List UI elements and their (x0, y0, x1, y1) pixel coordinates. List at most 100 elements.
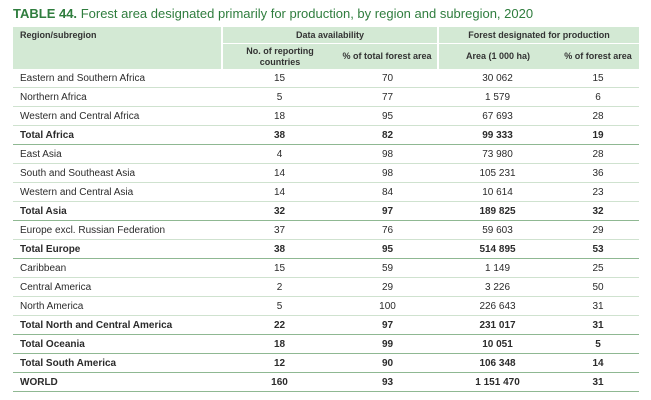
cell-pct-forest-area: 29 (557, 220, 640, 240)
cell-area: 514 895 (438, 239, 558, 259)
cell-pct-forest-area: 31 (557, 315, 640, 335)
table-body: Eastern and Southern Africa 15 70 30 062 15 N… (13, 69, 640, 392)
cell-reporting-countries: 22 (222, 315, 337, 335)
header-data-availability: Data availability (220, 27, 439, 44)
cell-pct-total-forest: 77 (337, 87, 439, 107)
header-reporting-countries: No. of reporting countries (221, 43, 337, 69)
cell-area: 10 051 (438, 334, 558, 354)
cell-pct-total-forest: 76 (337, 220, 439, 240)
cell-pct-total-forest: 97 (337, 201, 439, 221)
header-forest-production: Forest designated for production (437, 27, 640, 44)
cell-name: Total South America (13, 353, 222, 373)
cell-reporting-countries: 38 (222, 125, 337, 145)
cell-pct-forest-area: 5 (557, 334, 640, 354)
cell-name: East Asia (13, 144, 222, 164)
cell-area: 67 693 (438, 106, 558, 126)
cell-pct-forest-area: 28 (557, 106, 640, 126)
cell-reporting-countries: 15 (222, 258, 337, 278)
table-total-row: Total Asia 32 97 189 825 32 (13, 201, 640, 221)
cell-area: 10 614 (438, 182, 558, 202)
cell-name: Central America (13, 277, 222, 297)
table-row: North America 5 100 226 643 31 (13, 296, 640, 316)
cell-reporting-countries: 15 (222, 69, 337, 88)
cell-area: 73 980 (438, 144, 558, 164)
cell-reporting-countries: 14 (222, 163, 337, 183)
cell-name: Total North and Central America (13, 315, 222, 335)
table-row: Western and Central Asia 14 84 10 614 23 (13, 182, 640, 202)
cell-reporting-countries: 37 (222, 220, 337, 240)
cell-pct-total-forest: 59 (337, 258, 439, 278)
cell-pct-total-forest: 95 (337, 106, 439, 126)
table-title: TABLE 44. Forest area designated primari… (13, 5, 639, 27)
table-total-row: Total Oceania 18 99 10 051 5 (13, 334, 640, 354)
cell-pct-forest-area: 19 (557, 125, 640, 145)
cell-pct-total-forest: 82 (337, 125, 439, 145)
cell-reporting-countries: 18 (222, 334, 337, 354)
cell-pct-forest-area: 31 (557, 296, 640, 316)
cell-pct-total-forest: 70 (337, 69, 439, 88)
cell-pct-forest-area: 53 (557, 239, 640, 259)
cell-reporting-countries: 160 (222, 372, 337, 392)
table-header: Region/subregion Data availability Fores… (13, 27, 640, 69)
cell-pct-forest-area: 36 (557, 163, 640, 183)
cell-area: 189 825 (438, 201, 558, 221)
cell-pct-forest-area: 31 (557, 372, 640, 392)
cell-name: Western and Central Asia (13, 182, 222, 202)
table-total-row: Total North and Central America 22 97 231 0… (13, 315, 640, 335)
cell-reporting-countries: 5 (222, 296, 337, 316)
cell-pct-total-forest: 98 (337, 144, 439, 164)
cell-pct-total-forest: 29 (337, 277, 439, 297)
table-row: Central America 2 29 3 226 50 (13, 277, 640, 297)
table-total-row: Total Africa 38 82 99 333 19 (13, 125, 640, 145)
cell-pct-forest-area: 28 (557, 144, 640, 164)
cell-name: Western and Central Africa (13, 106, 222, 126)
cell-area: 231 017 (438, 315, 558, 335)
cell-area: 105 231 (438, 163, 558, 183)
cell-name: Total Europe (13, 239, 222, 259)
cell-pct-total-forest: 84 (337, 182, 439, 202)
table-total-row: Total Europe 38 95 514 895 53 (13, 239, 640, 259)
header-pct-forest-area: % of forest area (557, 43, 640, 69)
cell-area: 30 062 (438, 69, 558, 88)
cell-pct-forest-area: 50 (557, 277, 640, 297)
table-total-row: WORLD 160 93 1 151 470 31 (13, 372, 640, 392)
cell-pct-forest-area: 15 (557, 69, 640, 88)
cell-pct-forest-area: 23 (557, 182, 640, 202)
table-row: Caribbean 15 59 1 149 25 (13, 258, 640, 278)
cell-pct-forest-area: 32 (557, 201, 640, 221)
table-row: Eastern and Southern Africa 15 70 30 062 15 (13, 69, 640, 88)
cell-area: 226 643 (438, 296, 558, 316)
cell-area: 59 603 (438, 220, 558, 240)
cell-pct-total-forest: 98 (337, 163, 439, 183)
cell-pct-forest-area: 25 (557, 258, 640, 278)
table-row: South and Southeast Asia 14 98 105 231 36 (13, 163, 640, 183)
table-number: TABLE 44. (13, 6, 78, 21)
table-row: Europe excl. Russian Federation 37 76 59 60… (13, 220, 640, 240)
cell-name: Total Oceania (13, 334, 222, 354)
cell-pct-total-forest: 97 (337, 315, 439, 335)
cell-area: 99 333 (438, 125, 558, 145)
cell-reporting-countries: 4 (222, 144, 337, 164)
cell-reporting-countries: 5 (222, 87, 337, 107)
cell-reporting-countries: 38 (222, 239, 337, 259)
table-row: East Asia 4 98 73 980 28 (13, 144, 640, 164)
cell-reporting-countries: 18 (222, 106, 337, 126)
cell-name: Total Asia (13, 201, 222, 221)
cell-reporting-countries: 12 (222, 353, 337, 373)
cell-area: 106 348 (438, 353, 558, 373)
cell-name: South and Southeast Asia (13, 163, 222, 183)
cell-area: 1 151 470 (438, 372, 558, 392)
cell-pct-forest-area: 6 (557, 87, 640, 107)
cell-name: WORLD (13, 372, 222, 392)
cell-pct-total-forest: 100 (337, 296, 439, 316)
header-pct-total-forest: % of total forest area (337, 43, 439, 69)
cell-pct-total-forest: 90 (337, 353, 439, 373)
cell-name: Total Africa (13, 125, 222, 145)
cell-reporting-countries: 14 (222, 182, 337, 202)
cell-pct-total-forest: 95 (337, 239, 439, 259)
table-row: Western and Central Africa 18 95 67 693 28 (13, 106, 640, 126)
cell-pct-total-forest: 93 (337, 372, 439, 392)
cell-name: North America (13, 296, 222, 316)
cell-area: 1 579 (438, 87, 558, 107)
